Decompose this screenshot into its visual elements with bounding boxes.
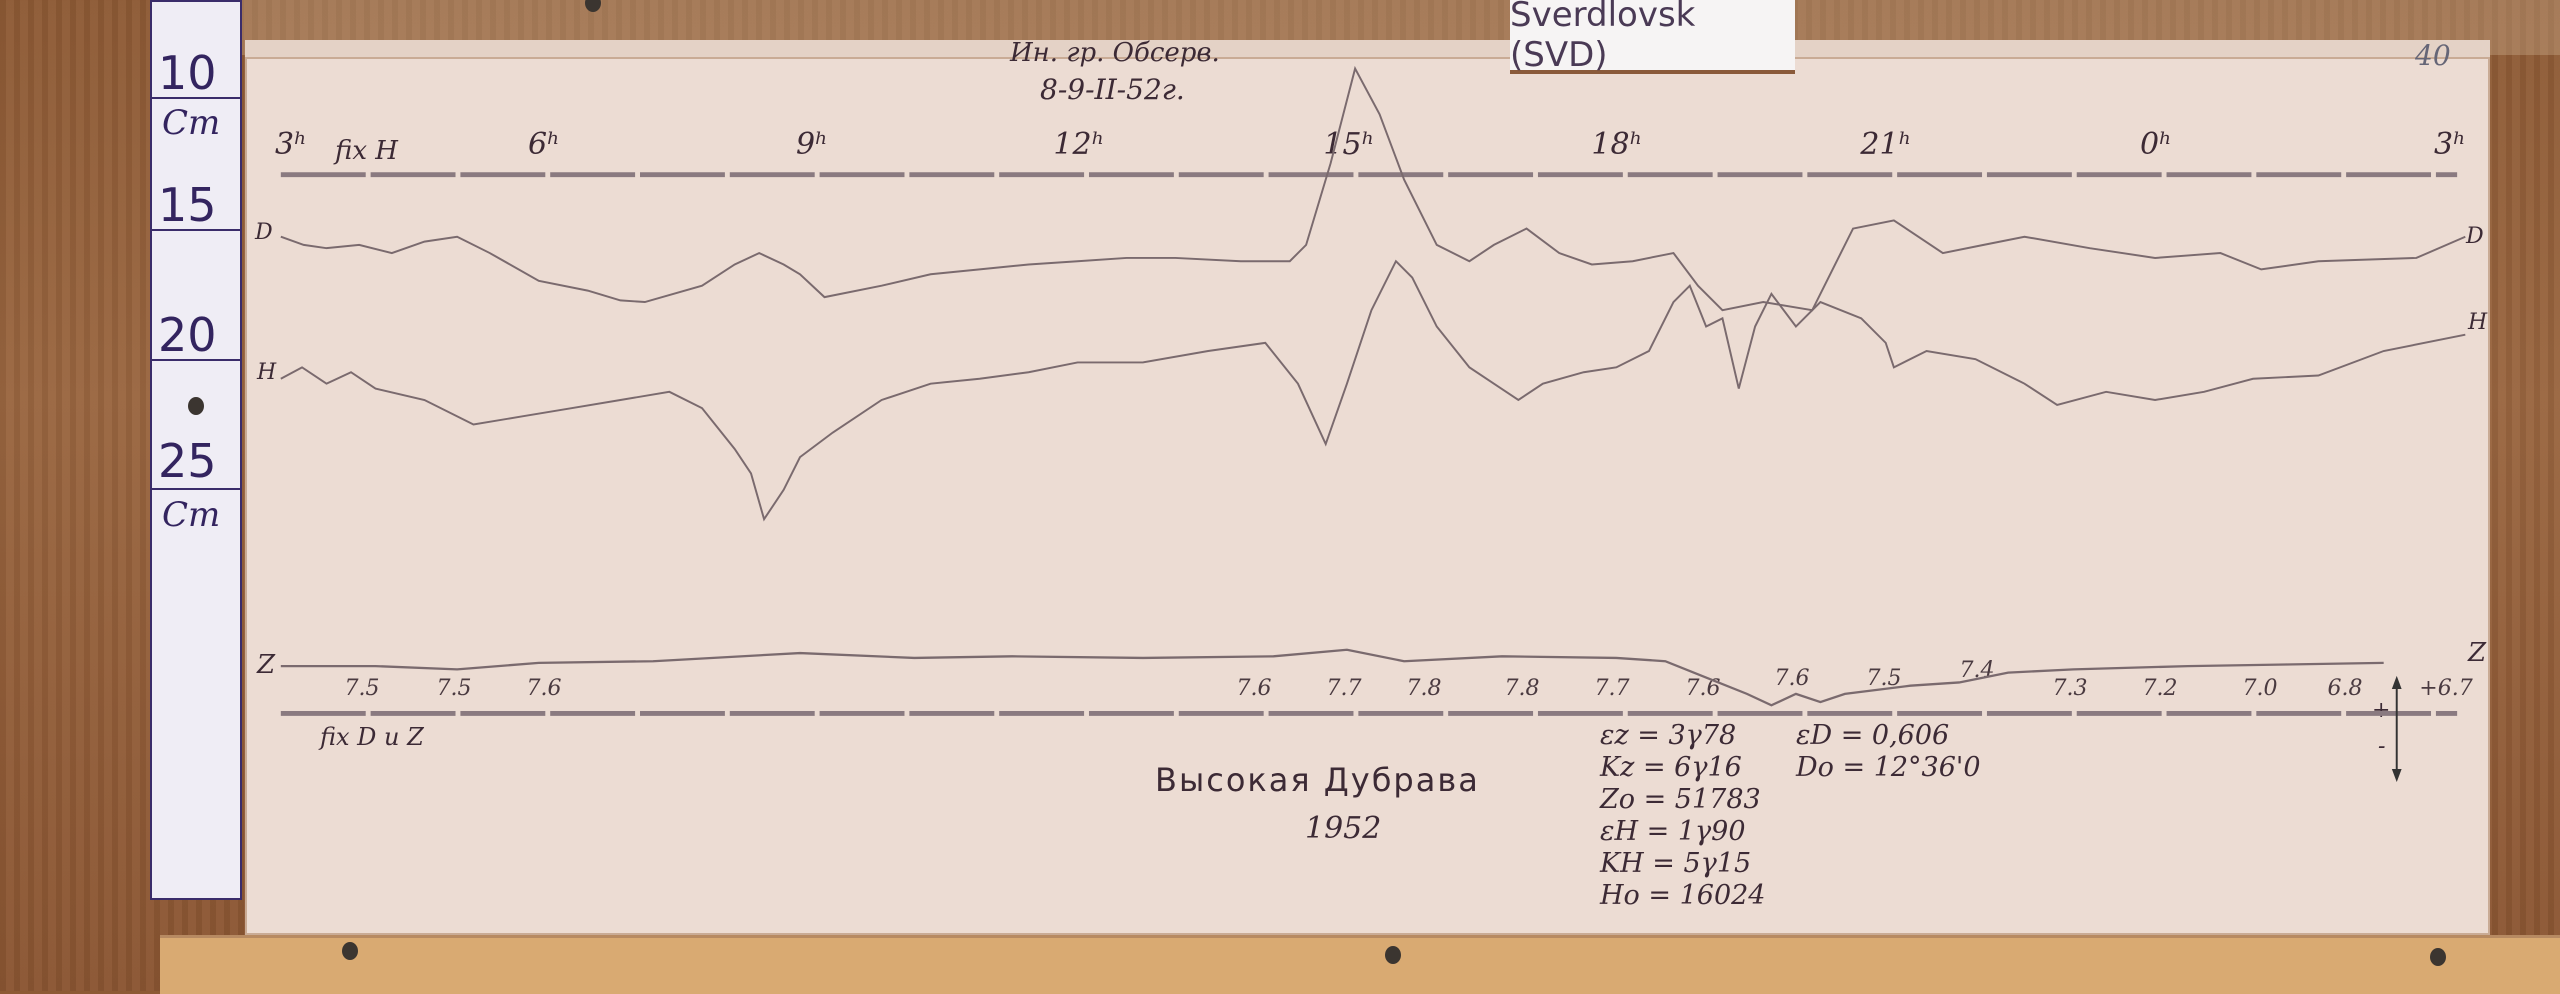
z-temperature: 7.5 — [436, 676, 472, 701]
hour-label: 21ʰ — [1860, 127, 1912, 162]
z-temperature: 7.6 — [1685, 676, 1721, 701]
ruler-mark: 25 — [158, 434, 217, 488]
hour-label: 3ʰ — [2433, 127, 2467, 162]
z-temperature: 7.8 — [1406, 676, 1442, 701]
screw-icon — [585, 0, 601, 12]
magnetogram-paper — [245, 57, 2490, 935]
z-temperature: 6.8 — [2327, 676, 2363, 701]
ruler-unit: Cm — [162, 103, 221, 143]
station-title: Высокая Дубрава — [1155, 761, 1480, 799]
z-temperature: 7.7 — [1594, 676, 1630, 701]
trace-label-d: D — [255, 220, 273, 245]
constant: εH = 1γ90 — [1600, 816, 1746, 847]
z-temperature: +6.7 — [2419, 676, 2473, 701]
constant: KH = 5γ15 — [1600, 848, 1752, 879]
constant: Kz = 6γ16 — [1600, 752, 1742, 783]
year: 1952 — [1305, 811, 1382, 846]
bottom-rail — [160, 935, 2560, 994]
hour-label: 12ʰ — [1053, 127, 1105, 162]
trace-label-z-right: Z — [2468, 638, 2487, 668]
arrow-plus: + — [2372, 698, 2391, 723]
ruler-mark: 10 — [158, 46, 217, 100]
constant: Ho = 16024 — [1600, 880, 1766, 911]
constant: Zo = 51783 — [1600, 784, 1761, 815]
observer-note: Ин. гр. Обсерв. — [1010, 38, 1220, 68]
z-trace — [280, 648, 2384, 707]
z-temperature: 7.2 — [2142, 676, 2178, 701]
z-temperature: 7.6 — [1774, 666, 1810, 691]
hour-label: 6ʰ — [527, 127, 561, 162]
z-temperature: 7.5 — [1866, 666, 1902, 691]
screw-icon — [342, 942, 358, 960]
z-temperature: 7.6 — [1236, 676, 1272, 701]
d-trace — [280, 65, 2466, 312]
hour-label: 9ʰ — [795, 127, 829, 162]
h-trace — [280, 259, 2466, 522]
cm-ruler: 10 Cm 15 20 25 Cm — [150, 0, 242, 900]
z-temperature: 7.6 — [526, 676, 562, 701]
hour-label: 18ʰ — [1591, 127, 1643, 162]
record-date: 8-9-II-52г. — [1040, 73, 1185, 106]
trace-label-h-right: H — [2468, 310, 2488, 335]
z-temperature: 7.3 — [2052, 676, 2088, 701]
z-temperature: 7.0 — [2242, 676, 2278, 701]
d-constant: Do = 12°36'0 — [1796, 752, 1981, 783]
z-temperature: 7.5 — [344, 676, 380, 701]
trace-label-h: H — [257, 360, 277, 385]
arrow-down-icon — [2391, 768, 2402, 783]
hour-label: 3ʰ — [274, 127, 308, 162]
hour-label: 0ʰ — [2139, 127, 2173, 162]
constant: εz = 3γ78 — [1600, 720, 1737, 751]
ruler-mark: 20 — [158, 308, 217, 362]
ruler-unit: Cm — [162, 495, 221, 535]
ruler-mark: 15 — [158, 178, 217, 232]
trace-label-z: Z — [257, 650, 276, 680]
fix-dz-label: fix D и Z — [320, 723, 424, 751]
z-temperature: 7.8 — [1504, 676, 1540, 701]
screw-icon — [2430, 948, 2446, 966]
arrow-up-icon — [2391, 675, 2402, 689]
d-constant: εD = 0,606 — [1796, 720, 1950, 751]
arrow-minus: - — [2378, 734, 2386, 759]
station-label: Sverdlovsk (SVD) — [1510, 0, 1795, 75]
trace-label-d-right: D — [2466, 224, 2484, 249]
sheet-number: 40 — [2415, 39, 2451, 72]
screw-icon — [1385, 946, 1401, 964]
fix-h-label: fix H — [335, 136, 398, 166]
z-temperature: 7.7 — [1326, 676, 1362, 701]
screw-icon — [188, 397, 204, 415]
